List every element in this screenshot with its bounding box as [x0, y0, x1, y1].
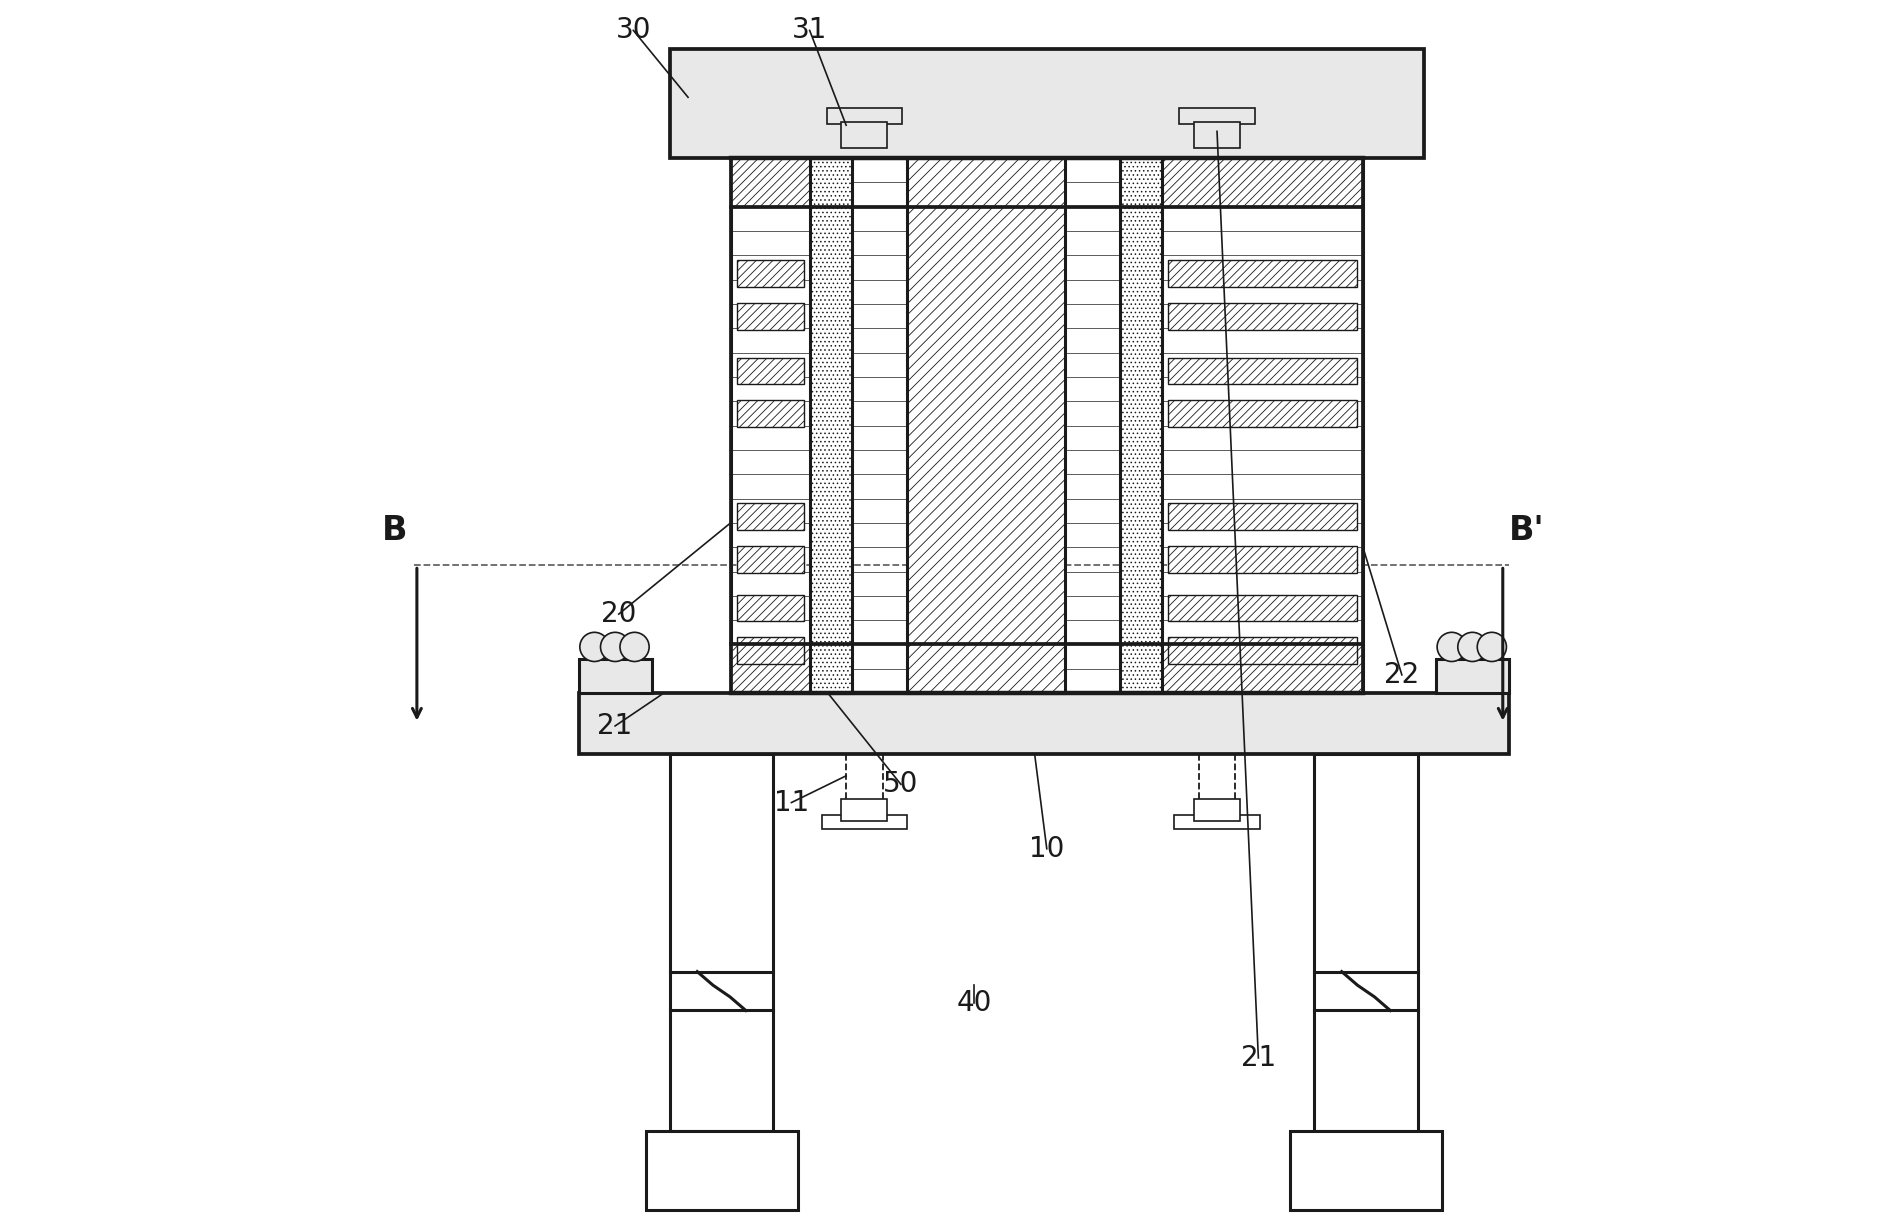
Bar: [1167, 595, 1357, 621]
Text: 30: 30: [615, 16, 651, 45]
Bar: [1167, 400, 1357, 427]
Bar: [579, 693, 1509, 754]
Bar: [579, 659, 651, 693]
Bar: [645, 1131, 797, 1210]
Circle shape: [579, 632, 609, 662]
Circle shape: [619, 632, 649, 662]
Bar: [731, 158, 1363, 693]
Bar: [736, 303, 803, 330]
Bar: [822, 815, 907, 829]
Circle shape: [1437, 632, 1465, 662]
Bar: [736, 546, 803, 573]
Bar: [670, 754, 772, 1131]
Text: 22: 22: [1384, 660, 1418, 689]
Bar: [1194, 122, 1239, 148]
Bar: [736, 595, 803, 621]
Bar: [841, 799, 886, 821]
Bar: [1194, 799, 1239, 821]
Bar: [731, 644, 809, 693]
Bar: [1167, 358, 1357, 384]
Text: B: B: [381, 514, 408, 547]
Bar: [731, 158, 809, 207]
Bar: [1435, 659, 1509, 693]
Bar: [826, 108, 902, 124]
Circle shape: [1458, 632, 1486, 662]
Text: 11: 11: [772, 788, 809, 817]
Bar: [907, 158, 1065, 693]
Circle shape: [1477, 632, 1505, 662]
Bar: [1167, 303, 1357, 330]
Bar: [731, 158, 1363, 693]
Text: 21: 21: [598, 711, 632, 741]
Bar: [1289, 1131, 1441, 1210]
Bar: [1162, 644, 1363, 693]
Bar: [1167, 503, 1357, 530]
Bar: [809, 158, 852, 693]
Circle shape: [600, 632, 630, 662]
Text: 40: 40: [955, 989, 991, 1018]
Bar: [1313, 754, 1418, 1131]
Text: 21: 21: [1239, 1043, 1275, 1073]
Bar: [736, 400, 803, 427]
Bar: [736, 358, 803, 384]
Bar: [1120, 158, 1162, 693]
Text: 50: 50: [883, 770, 919, 799]
Text: B': B': [1509, 514, 1545, 547]
Bar: [736, 503, 803, 530]
Bar: [841, 122, 886, 148]
Bar: [1167, 260, 1357, 287]
Text: 31: 31: [791, 16, 828, 45]
Bar: [586, 699, 1501, 748]
Bar: [670, 49, 1424, 158]
Bar: [1162, 158, 1363, 207]
Text: 10: 10: [1029, 834, 1065, 863]
Bar: [736, 260, 803, 287]
Text: 20: 20: [602, 599, 636, 629]
Bar: [1173, 815, 1258, 829]
Bar: [1179, 108, 1255, 124]
Bar: [1167, 546, 1357, 573]
Bar: [736, 637, 803, 664]
Bar: [1167, 637, 1357, 664]
